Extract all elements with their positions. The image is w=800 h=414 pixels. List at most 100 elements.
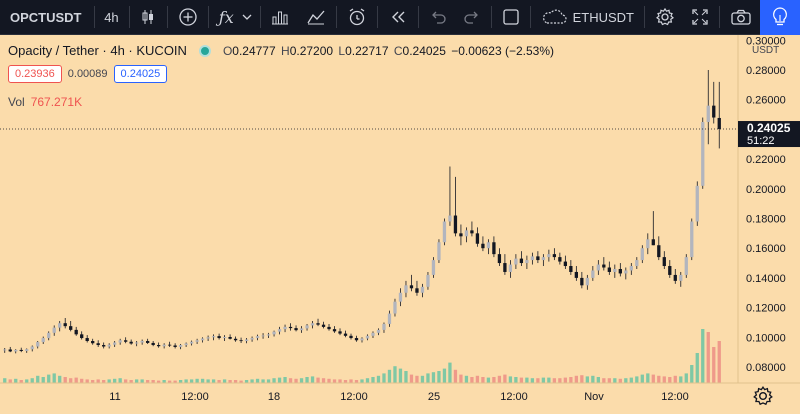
volume-bar	[464, 375, 469, 383]
volume-bars	[3, 329, 721, 383]
time-axis[interactable]: 11 12:00 18 12:00 25 12:00 Nov 12:00	[109, 391, 688, 403]
price-tick-label: 0.18000	[746, 214, 786, 226]
candle	[376, 328, 381, 336]
volume-bar	[453, 369, 458, 383]
chart-legend: Opacity / Tether · 4h · KUCOIN O0.24777 …	[8, 43, 554, 58]
line-chart-icon[interactable]	[298, 0, 334, 35]
chart-area[interactable]: 0.30000 0.28000 0.26000 0.22000 0.20000 0.180…	[0, 35, 800, 414]
volume-bar	[69, 378, 73, 383]
volume-bar	[585, 376, 589, 383]
candle	[459, 224, 463, 246]
candle	[607, 261, 611, 275]
candle	[684, 254, 688, 278]
volume-bar	[629, 377, 633, 383]
candle	[63, 318, 67, 329]
volume-bar	[497, 375, 502, 383]
volume-bar	[695, 353, 699, 383]
toolbar-divider	[377, 6, 378, 28]
candle	[635, 257, 639, 269]
gear-icon[interactable]	[647, 0, 683, 35]
price-chart[interactable]: 0.30000 0.28000 0.26000 0.22000 0.20000 0.180…	[0, 35, 800, 414]
price-tick-label: 0.30000	[746, 35, 786, 47]
candle	[453, 176, 458, 237]
replay-icon[interactable]	[380, 0, 416, 35]
candles-icon[interactable]	[131, 0, 165, 35]
volume-bar	[74, 377, 78, 383]
alert-icon[interactable]	[339, 0, 375, 35]
interval-button[interactable]: 4h	[104, 9, 119, 25]
volume-bar	[217, 380, 221, 383]
camera-icon[interactable]	[722, 0, 760, 35]
chevron-down-icon[interactable]	[236, 0, 258, 35]
volume-bar	[250, 379, 254, 383]
candle	[580, 271, 584, 289]
function-icon[interactable]: ƒx	[218, 7, 234, 27]
volume-bar	[129, 380, 133, 383]
price-tick-label: 0.08000	[746, 362, 786, 374]
volume-bar	[233, 380, 238, 383]
chart-settings-gear-icon[interactable]	[752, 385, 774, 412]
volume-bar	[602, 378, 606, 383]
volume-bar	[255, 378, 260, 383]
toolbar-divider	[490, 6, 492, 28]
fullscreen-icon[interactable]	[683, 0, 717, 35]
candle	[431, 257, 436, 278]
volume-bar	[146, 380, 150, 383]
volume-bar	[189, 379, 194, 383]
candle	[244, 338, 249, 344]
volume-bar	[140, 379, 144, 383]
toolbar-divider	[208, 6, 209, 28]
candle	[481, 236, 485, 252]
close-value: 0.24025	[402, 43, 446, 58]
volume-bar	[393, 366, 397, 383]
candle	[569, 260, 573, 275]
volume-bar	[558, 378, 562, 383]
volume-bar	[442, 368, 447, 383]
add-indicator-icon[interactable]	[170, 0, 206, 35]
time-tick-label: 12:00	[340, 391, 368, 403]
candle	[552, 248, 557, 261]
volume-legend[interactable]: Vol 767.271K	[8, 95, 82, 109]
volume-bar	[580, 375, 584, 383]
compare-symbol-button[interactable]: ETHUSDT	[533, 0, 642, 35]
ask-price-button[interactable]: 0.24025	[113, 65, 168, 83]
symbol-search-button[interactable]: OPCTUSDT	[10, 9, 82, 25]
candle	[442, 218, 447, 246]
lightbulb-icon[interactable]	[760, 0, 800, 35]
time-tick-label: 25	[428, 391, 440, 403]
price-tick-label: 0.28000	[746, 65, 786, 77]
layout-square-icon[interactable]	[494, 0, 528, 35]
candle	[332, 326, 337, 333]
redo-icon[interactable]	[455, 0, 489, 35]
volume-bar	[541, 377, 546, 383]
volume-bar	[415, 375, 419, 383]
candle	[470, 221, 474, 237]
candle	[382, 322, 386, 333]
templates-icon[interactable]	[262, 0, 298, 35]
candle	[135, 341, 139, 347]
candle	[47, 331, 51, 341]
volume-bar	[624, 378, 628, 383]
volume-bar	[530, 378, 535, 383]
candle	[74, 326, 78, 336]
volume-bar	[47, 374, 51, 383]
candle	[288, 323, 293, 331]
undo-icon[interactable]	[421, 0, 455, 35]
candle	[173, 343, 177, 349]
time-tick-label: 12:00	[661, 391, 689, 403]
market-status-icon	[198, 44, 211, 57]
legend-title[interactable]: Opacity / Tether · 4h · KUCOIN	[8, 43, 187, 58]
volume-bar	[508, 376, 513, 383]
candle	[233, 336, 238, 342]
volume-bar	[118, 378, 122, 383]
candle	[25, 348, 29, 353]
candle	[316, 318, 320, 327]
bid-price-button[interactable]: 0.23936	[8, 65, 62, 83]
low-value: 0.22717	[345, 43, 389, 58]
price-axis[interactable]: 0.30000 0.28000 0.26000 0.22000 0.20000 0.180…	[746, 35, 786, 374]
volume-bar	[481, 377, 485, 383]
candle	[706, 70, 710, 145]
candle	[701, 117, 705, 189]
volume-bar	[398, 368, 403, 383]
toolbar-divider	[336, 6, 338, 28]
